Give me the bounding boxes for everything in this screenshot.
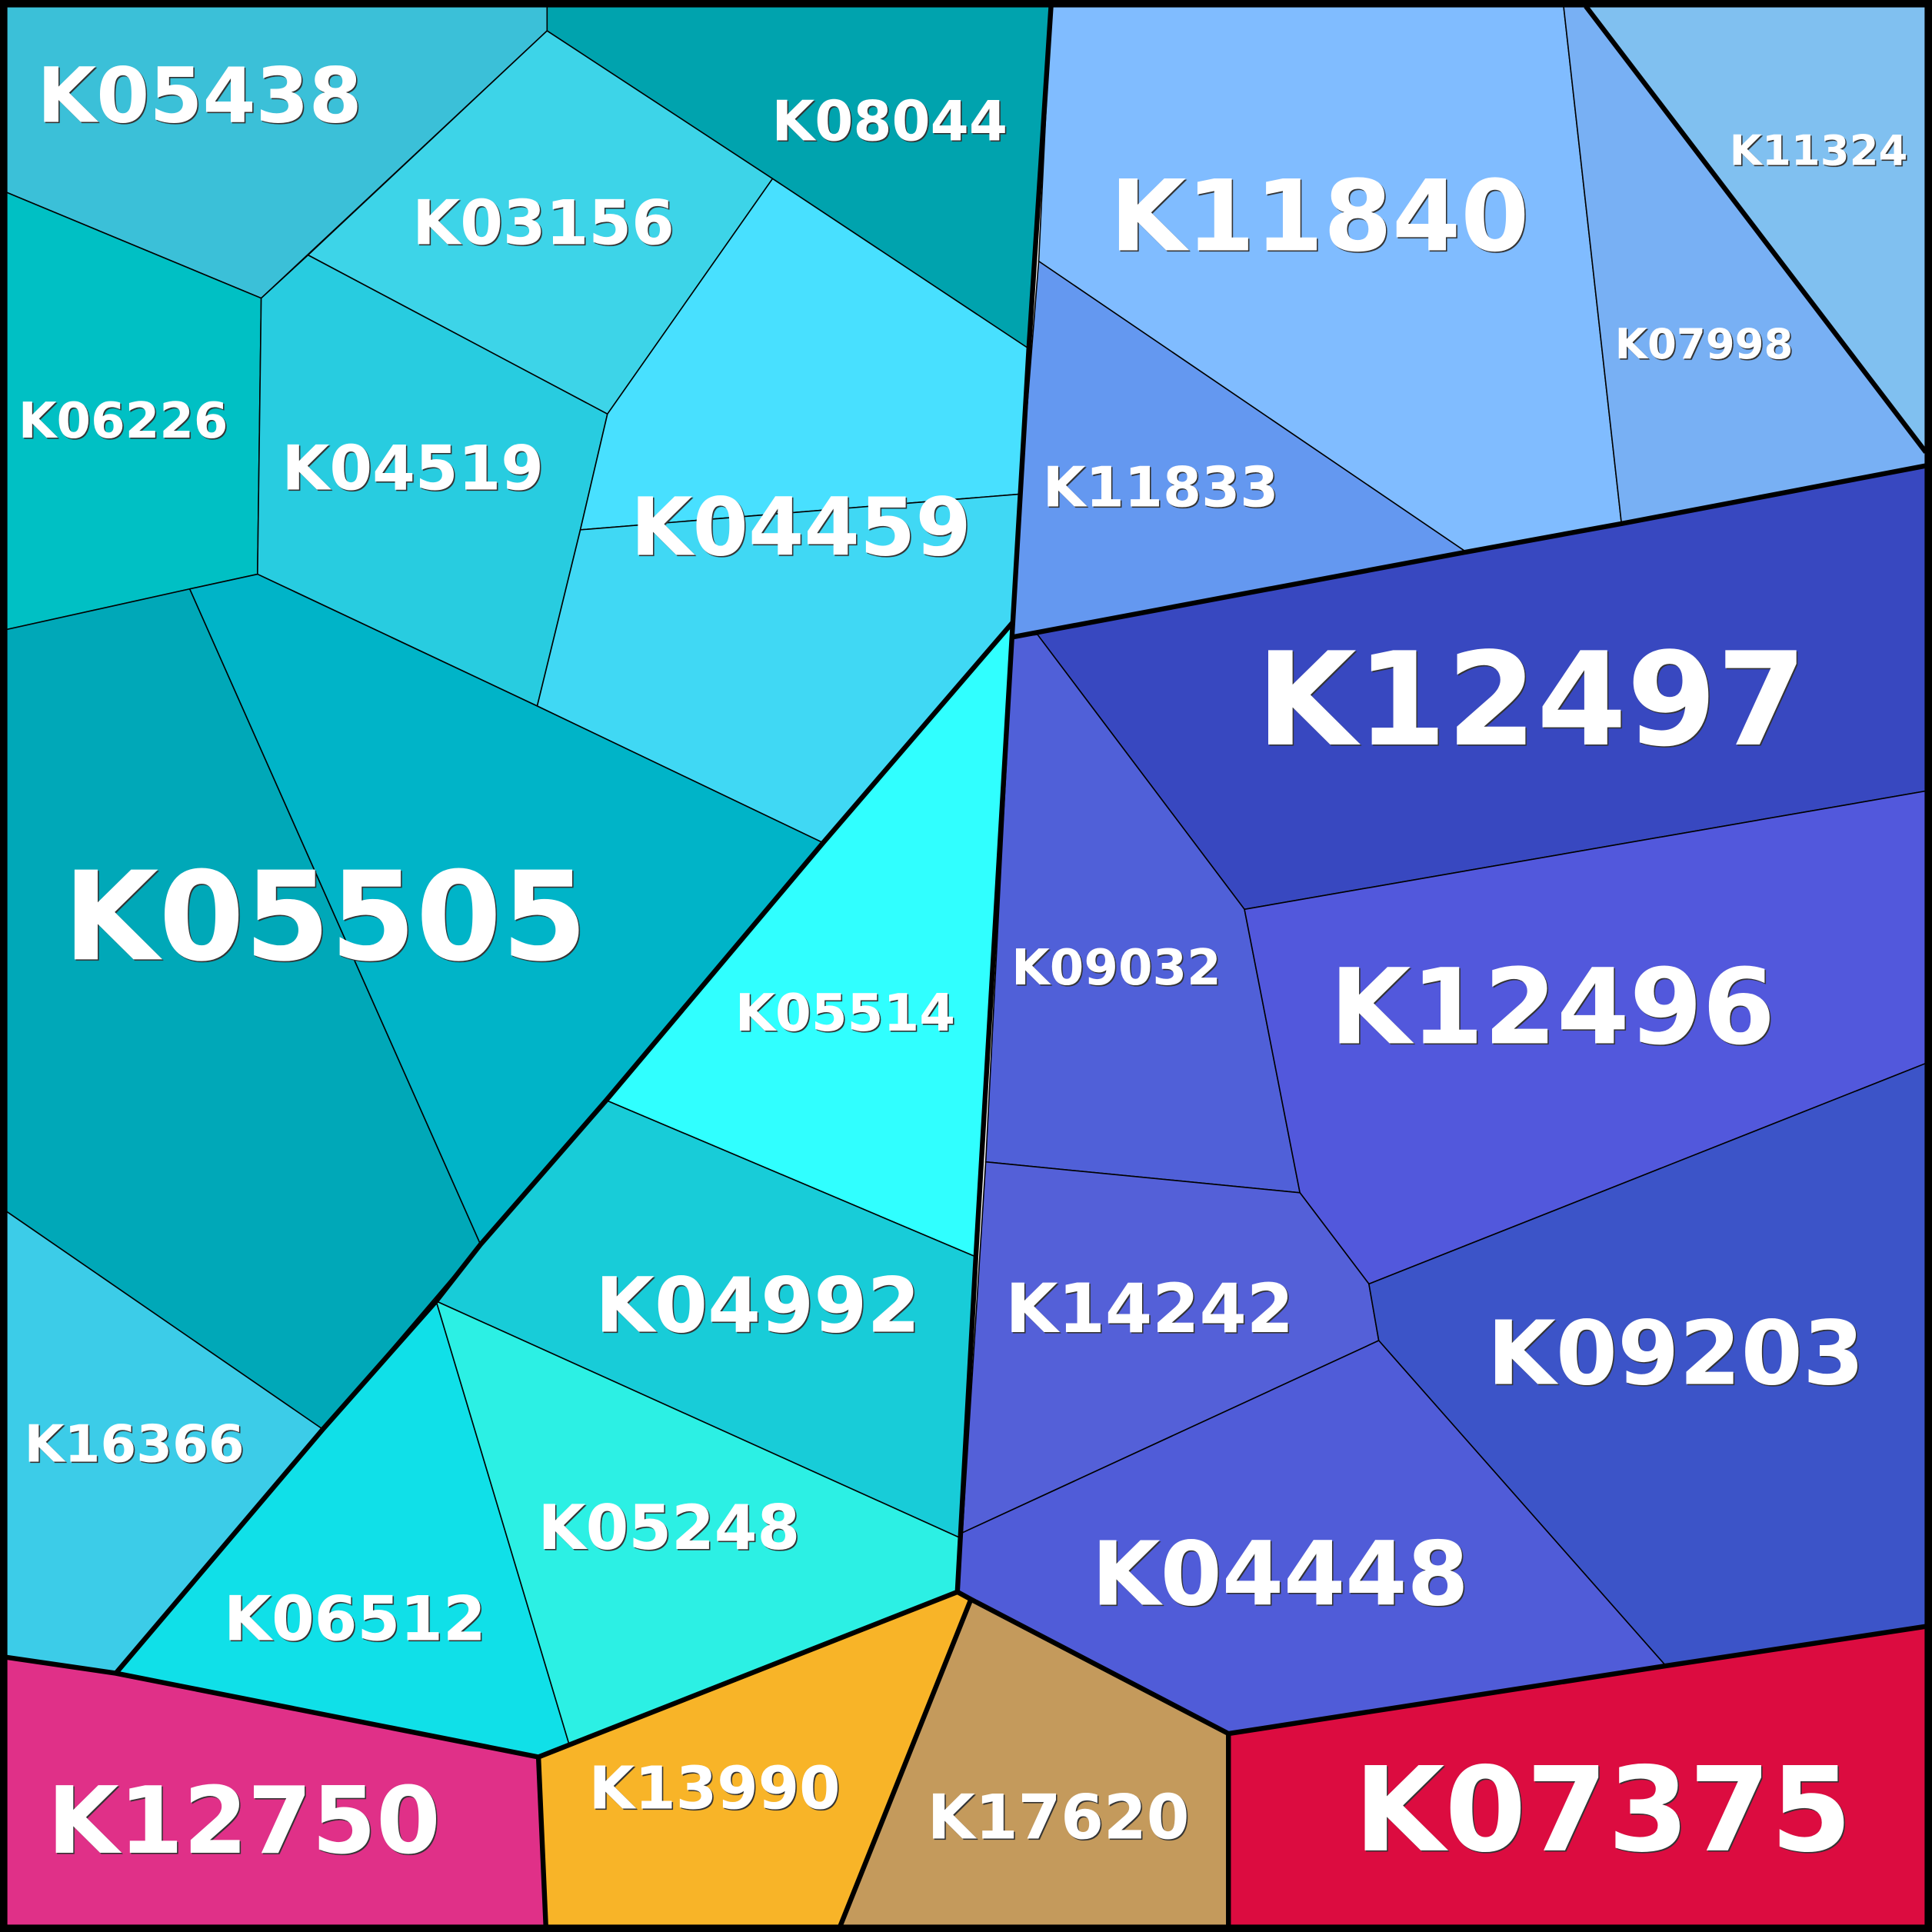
- cell-label: K13990: [589, 1755, 841, 1824]
- cell-label: K08044: [771, 90, 1008, 155]
- cell-label: K05505: [63, 844, 587, 988]
- border: [1584, 5, 1928, 454]
- cell-label: K06226: [18, 393, 228, 450]
- cell-label: K16366: [25, 1414, 245, 1474]
- cell-label: K17620: [928, 1782, 1190, 1854]
- cell-label: K05514: [735, 983, 955, 1043]
- cell-label: K12750: [48, 1767, 441, 1875]
- cell-label: K11833: [1043, 455, 1279, 520]
- cell-label: K04992: [595, 1262, 920, 1351]
- cells: [5, 5, 1927, 1927]
- cell-label: K07375: [1354, 1742, 1852, 1878]
- cell-label: K05438: [37, 52, 361, 140]
- cell-label: K09203: [1487, 1303, 1864, 1406]
- cell-label: K11324: [1730, 125, 1908, 175]
- cell-label: K07998: [1615, 319, 1794, 368]
- cell-label: K05248: [538, 1492, 801, 1564]
- cell-label: K06512: [224, 1584, 486, 1655]
- cell-label: K12496: [1330, 947, 1775, 1068]
- cell-label: K04519: [281, 432, 544, 504]
- cell-label: K04448: [1091, 1523, 1469, 1626]
- cell-label: K11840: [1110, 159, 1529, 274]
- cell-label: K09032: [1011, 940, 1221, 997]
- labels: K05438 K08044 K03156 K06226 K04519 K04459 K055…: [18, 52, 1908, 1877]
- border: [1012, 463, 1927, 640]
- group-borders: [5, 5, 1928, 1927]
- cell-label: K12497: [1257, 625, 1807, 775]
- cell-label: K04459: [631, 481, 971, 575]
- border: [114, 620, 1015, 1675]
- border: [535, 1757, 548, 1927]
- cell-label: K14242: [1005, 1269, 1294, 1348]
- border: [838, 1598, 974, 1927]
- border: [5, 1589, 1927, 1760]
- cell-label: K03156: [412, 187, 675, 258]
